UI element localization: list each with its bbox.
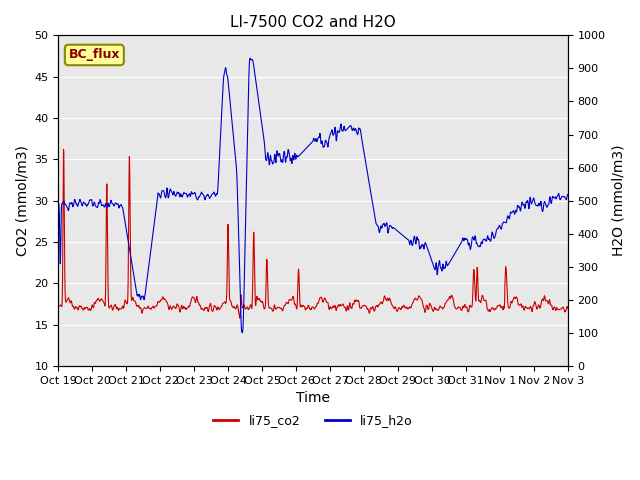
- li75_h2o: [238, 330, 246, 336]
- li75_h2o: [54, 200, 62, 206]
- li75_h2o: [285, 151, 293, 157]
- Line: li75_co2: li75_co2: [58, 149, 568, 318]
- Y-axis label: CO2 (mmol/m3): CO2 (mmol/m3): [15, 145, 29, 256]
- li75_co2: [564, 305, 572, 311]
- li75_co2: [236, 315, 244, 321]
- li75_h2o: [246, 55, 254, 61]
- li75_co2: [285, 297, 293, 302]
- Title: LI-7500 CO2 and H2O: LI-7500 CO2 and H2O: [230, 15, 396, 30]
- li75_co2: [316, 296, 323, 302]
- li75_co2: [406, 304, 414, 310]
- li75_h2o: [316, 132, 323, 138]
- X-axis label: Time: Time: [296, 391, 330, 405]
- Line: li75_h2o: li75_h2o: [58, 58, 568, 333]
- li75_h2o: [146, 258, 154, 264]
- li75_co2: [60, 146, 67, 152]
- li75_co2: [532, 301, 540, 307]
- Legend: li75_co2, li75_h2o: li75_co2, li75_h2o: [209, 409, 418, 432]
- li75_h2o: [532, 202, 540, 208]
- li75_co2: [65, 295, 72, 300]
- li75_h2o: [564, 192, 572, 197]
- li75_co2: [54, 304, 62, 310]
- li75_h2o: [64, 207, 72, 213]
- Y-axis label: H2O (mmol/m3): H2O (mmol/m3): [611, 145, 625, 256]
- li75_co2: [146, 305, 154, 311]
- Text: BC_flux: BC_flux: [68, 48, 120, 61]
- li75_h2o: [406, 240, 414, 246]
